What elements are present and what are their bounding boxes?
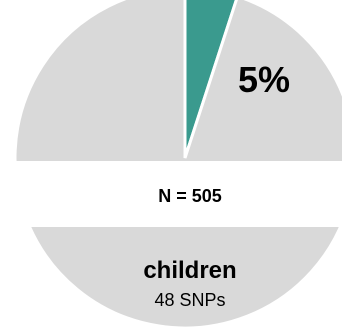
snp-count-label: 48 SNPs bbox=[154, 290, 225, 310]
slice-percent-label: 5% bbox=[238, 59, 290, 100]
center-band bbox=[0, 161, 342, 227]
group-label: children bbox=[143, 257, 236, 284]
pie-slice-highlight bbox=[183, 0, 238, 159]
sample-size-label: N = 505 bbox=[158, 186, 222, 206]
